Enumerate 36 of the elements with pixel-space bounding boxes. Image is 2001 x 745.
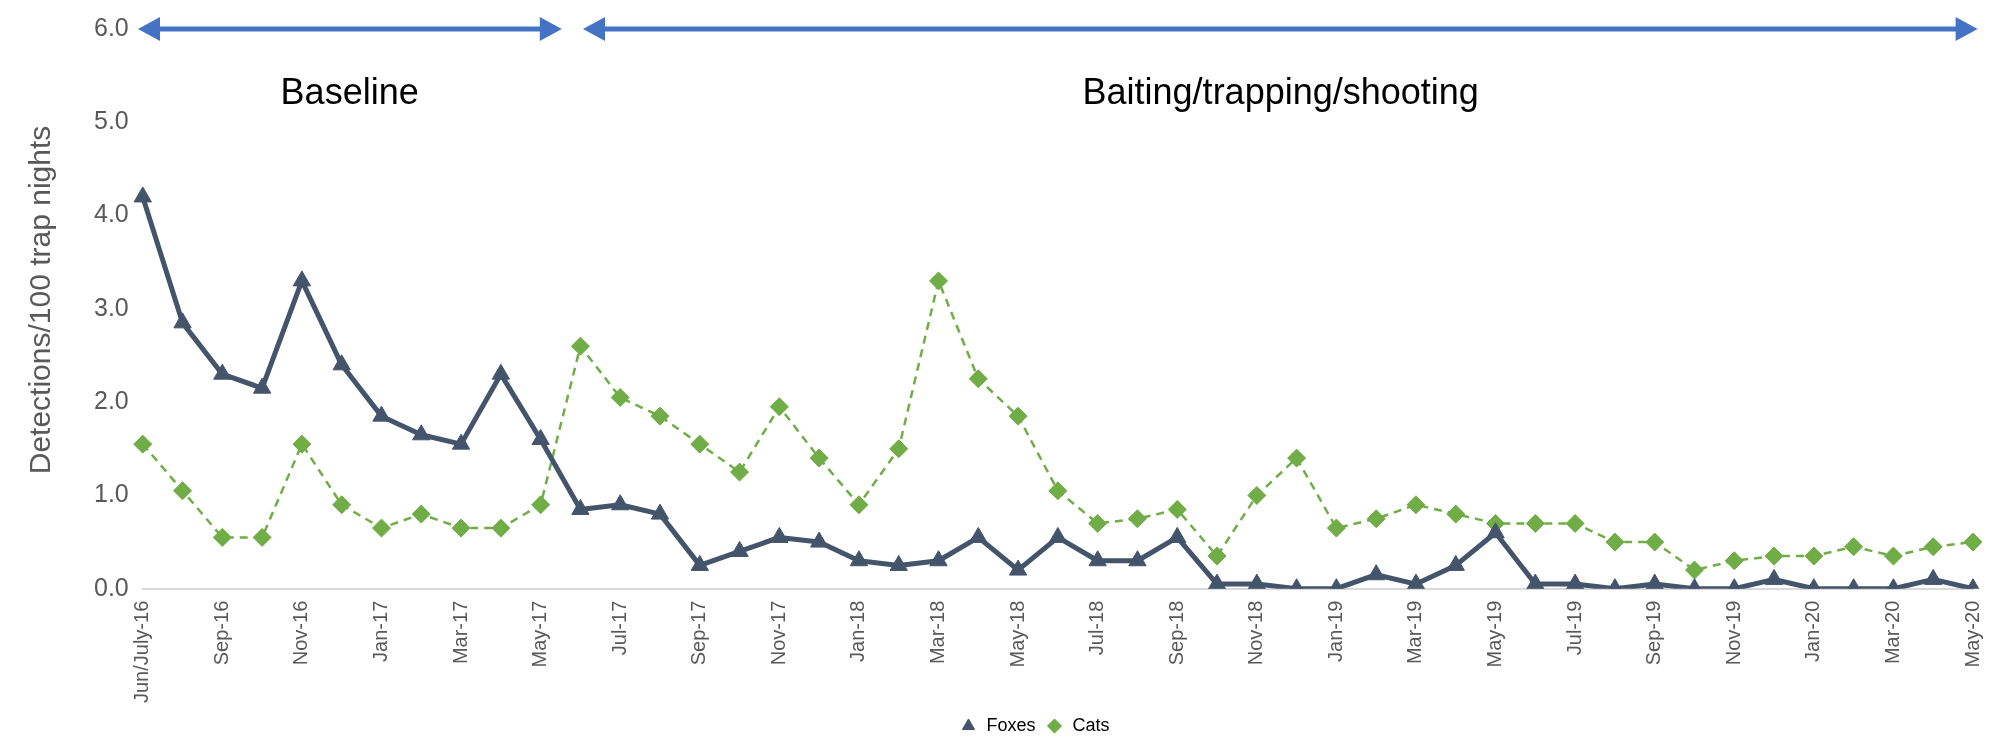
- x-tick-label: Mar-17: [448, 600, 471, 665]
- x-tick-label: Jan-20: [1801, 600, 1824, 662]
- x-tick-label: Jun/July-16: [130, 600, 153, 704]
- x-tick-label: Jul-18: [1085, 600, 1108, 656]
- y-axis-title: Detections/100 trap nights: [23, 125, 57, 475]
- x-tick-label: Jul-17: [607, 600, 630, 656]
- x-tick-label: May-18: [1005, 600, 1028, 668]
- x-tick-label: Sep-16: [209, 600, 232, 666]
- x-tick-label: Sep-19: [1642, 600, 1665, 666]
- y-tick-label: 0.0: [93, 572, 129, 601]
- x-tick-label: Jan-19: [1323, 600, 1346, 662]
- annotation: Baiting/trapping/shooting: [1082, 70, 1479, 112]
- y-tick-label: 4.0: [93, 199, 129, 228]
- x-tick-label: Sep-18: [1164, 600, 1187, 666]
- x-tick-label: Mar-18: [926, 600, 949, 665]
- x-tick-label: May-17: [528, 600, 551, 668]
- x-tick-label: Nov-19: [1721, 600, 1744, 666]
- y-tick-label: 3.0: [93, 292, 129, 321]
- x-tick-label: May-19: [1483, 600, 1506, 668]
- x-tick-label: Nov-17: [766, 600, 789, 666]
- annotation: Baseline: [280, 70, 419, 112]
- x-tick-label: May-20: [1960, 600, 1983, 668]
- legend-label: Foxes: [986, 714, 1036, 735]
- x-tick-label: Nov-16: [289, 600, 312, 666]
- x-tick-label: Mar-19: [1403, 600, 1426, 665]
- y-tick-label: 6.0: [93, 12, 129, 41]
- x-tick-label: Jul-19: [1562, 600, 1585, 656]
- x-tick-label: Sep-17: [687, 600, 710, 666]
- y-tick-label: 1.0: [93, 479, 129, 508]
- x-tick-label: Jan-17: [369, 600, 391, 662]
- legend-label: Cats: [1072, 714, 1110, 735]
- x-tick-label: Nov-18: [1244, 600, 1267, 666]
- x-tick-label: Jan-18: [846, 600, 869, 662]
- y-tick-label: 5.0: [93, 106, 129, 135]
- x-tick-label: Mar-20: [1880, 600, 1903, 665]
- y-tick-label: 2.0: [93, 386, 129, 415]
